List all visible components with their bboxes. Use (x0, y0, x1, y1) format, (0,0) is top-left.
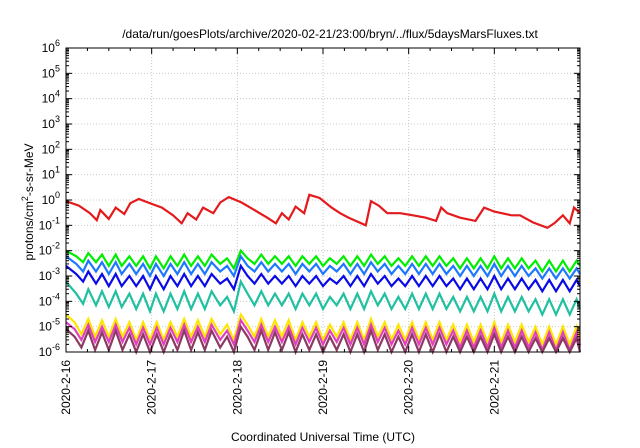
y-tick-label-exponent: 2 (55, 139, 60, 149)
y-tick-label: 103 (42, 114, 60, 131)
y-tick-label-exponent: -2 (52, 241, 60, 251)
y-tick-label-base: 10 (39, 294, 53, 308)
series-layer (65, 193, 582, 356)
y-tick-label-exponent: -1 (52, 215, 60, 225)
y-tick-label-base: 10 (39, 320, 53, 334)
y-tick-label-base: 10 (42, 41, 56, 55)
y-axis-label-main: protons/cm (22, 201, 36, 260)
y-tick-label: 105 (42, 63, 60, 80)
y-tick-label: 10-2 (39, 241, 60, 258)
y-tick-label-exponent: 0 (55, 190, 60, 200)
y-tick-label-exponent: 5 (55, 63, 60, 73)
y-tick-label-base: 10 (42, 142, 56, 156)
chart-title: /data/run/goesPlots/archive/2020-02-21/2… (122, 27, 538, 41)
y-tick-label-base: 10 (42, 66, 56, 80)
y-axis-label-sup: 2 (20, 196, 30, 201)
y-axis: 10610510410310210110010-110-210-310-410-… (39, 38, 580, 359)
series-line-6 (65, 311, 582, 348)
y-tick-label-base: 10 (42, 117, 56, 131)
y-tick-label: 102 (42, 139, 60, 156)
y-tick-label: 10-4 (39, 291, 60, 308)
y-tick-label-exponent: 1 (55, 165, 60, 175)
x-tick-label: 2020-2-19 (316, 360, 330, 415)
y-tick-label: 10-5 (39, 317, 60, 334)
x-tick-label: 2020-2-17 (145, 360, 159, 415)
x-axis-label: Coordinated Universal Time (UTC) (231, 430, 415, 444)
y-tick-label-exponent: -5 (52, 317, 60, 327)
y-tick-label-base: 10 (42, 92, 56, 106)
y-tick-label-exponent: -3 (52, 266, 60, 276)
series-line-3 (65, 253, 581, 281)
y-tick-label: 106 (42, 38, 60, 55)
x-axis: 2020-2-16 2020-2-17 2020-2-18 2020-2-19 2020… (59, 48, 560, 415)
y-tick-label-exponent: -6 (52, 342, 60, 352)
y-tick-label-exponent: 3 (55, 114, 60, 124)
y-tick-label: 10-6 (39, 342, 60, 359)
series-line-4 (65, 263, 581, 294)
series-line-7 (65, 317, 582, 354)
x-tick-label: 2020-2-21 (487, 360, 501, 415)
series-line-8 (65, 324, 582, 356)
y-tick-label-exponent: 6 (55, 38, 60, 48)
y-tick-label-base: 10 (39, 244, 53, 258)
y-axis-label-tail: -s-sr-MeV (22, 143, 36, 196)
y-tick-label-exponent: 4 (55, 89, 60, 99)
y-tick-label: 10-1 (39, 215, 60, 232)
y-axis-label: protons/cm2-s-sr-MeV (20, 143, 36, 260)
series-line-1 (65, 193, 581, 230)
y-tick-label-base: 10 (42, 168, 56, 182)
x-tick-label: 2020-2-20 (402, 360, 416, 415)
y-tick-label: 10-3 (39, 266, 60, 283)
y-tick-label-base: 10 (39, 218, 53, 232)
y-tick-label-exponent: -4 (52, 291, 60, 301)
y-tick-label: 104 (42, 89, 60, 106)
y-tick-label: 101 (42, 165, 60, 182)
y-tick-label: 100 (42, 190, 60, 207)
x-tick-label: 2020-2-18 (230, 360, 244, 415)
series-line-5 (65, 278, 582, 318)
y-tick-label-base: 10 (39, 269, 53, 283)
y-tick-label-base: 10 (39, 345, 53, 359)
series-line-2 (65, 248, 581, 274)
x-tick-label: 2020-2-16 (59, 360, 73, 415)
y-tick-label-base: 10 (42, 193, 56, 207)
